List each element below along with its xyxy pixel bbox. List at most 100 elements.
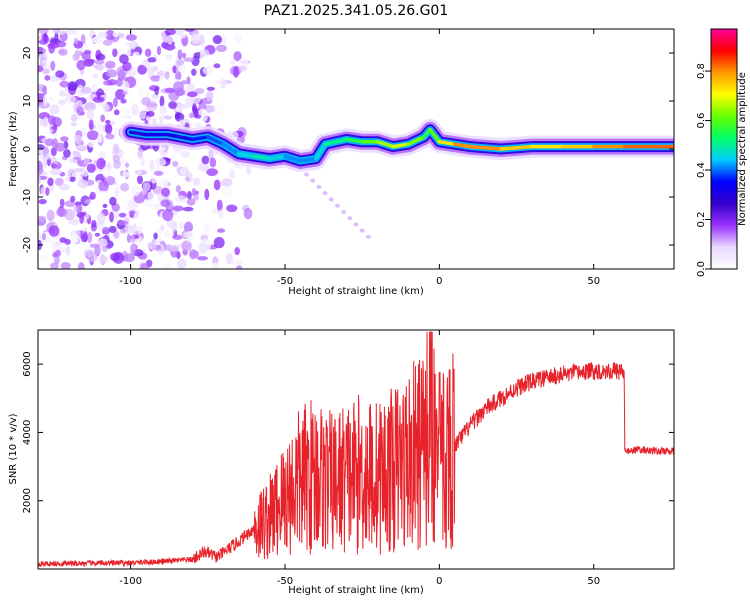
signal-track-segment	[221, 142, 241, 156]
spectrogram-noise-cell	[186, 198, 196, 206]
spectrogram-noise-cell	[68, 158, 78, 164]
spectrogram-noise-cell	[112, 143, 120, 155]
spectrogram-noise-cell	[159, 104, 167, 115]
spectrogram-noise-cell	[139, 75, 146, 82]
y-tick-label: 2000	[22, 488, 33, 513]
signal-track-segment	[298, 156, 318, 163]
spectrogram-noise-cell	[59, 80, 70, 88]
spectrogram-noise-cell	[234, 246, 241, 256]
signal-track-segment	[428, 128, 442, 144]
spectrogram-noise-cell	[365, 234, 371, 239]
spectrogram-noise-cell	[180, 151, 191, 158]
colorbar-tick-label: 0.4	[696, 162, 707, 178]
spectrogram-noise-cell	[58, 48, 68, 56]
spectrogram-noise-cell	[150, 75, 162, 82]
spectrogram-noise-cell	[102, 39, 113, 46]
spectrogram-noise-cell	[120, 182, 130, 192]
spectrogram-noise-cell	[175, 185, 182, 193]
spectrogram-noise-cell	[50, 147, 57, 157]
spectrogram-noise-cell	[112, 31, 120, 38]
spectrogram-noise-cell	[77, 262, 85, 269]
spectrogram-noise-cell	[65, 245, 71, 257]
spectrogram-noise-cell	[159, 115, 164, 124]
spectrogram-noise-cell	[187, 91, 198, 98]
signal-track-segment	[499, 144, 534, 151]
spectrogram-noise-cell	[191, 188, 197, 197]
spectrogram-noise-cell	[72, 232, 78, 243]
y-tick-label: 0	[22, 146, 33, 152]
spectrogram-noise-cell	[174, 29, 185, 36]
spectrogram-y-ticks: -20 -10 0 10 20	[22, 47, 674, 253]
x-tick-label: -50	[277, 576, 293, 587]
spectrogram-noise	[38, 29, 371, 269]
spectrogram-noise-cell	[41, 48, 46, 54]
spectrogram-noise-cell	[114, 187, 120, 197]
x-tick-label: 50	[587, 276, 600, 287]
spectrogram-noise-cell	[146, 241, 157, 250]
spectrogram-noise-cell	[132, 223, 138, 236]
spectrogram-noise-cell	[72, 102, 78, 114]
spectrogram-noise-cell	[196, 194, 206, 200]
spectrogram-noise-cell	[52, 252, 58, 258]
spectrogram-noise-cell	[147, 57, 157, 63]
spectrogram-noise-cell	[189, 264, 195, 269]
spectrogram-noise-cell	[42, 68, 50, 75]
x-tick-label: -50	[277, 276, 293, 287]
signal-track-segment	[406, 135, 426, 146]
signal-track-segment	[375, 140, 395, 149]
spectrogram-noise-cell	[183, 231, 193, 238]
spectrogram-noise-cell	[77, 179, 89, 189]
spectrogram-noise-cell	[41, 60, 48, 67]
spectrogram-noise-cell	[182, 206, 194, 212]
spectrogram-noise-cell	[100, 114, 106, 123]
spectrogram-noise-cell	[100, 255, 109, 264]
spectrogram-noise-cell	[142, 182, 151, 192]
spectrogram-noise-cell	[220, 178, 233, 187]
spectrogram-noise-cell	[64, 103, 74, 115]
spectrogram-noise-cell	[163, 115, 173, 120]
spectrogram-noise-cell	[94, 79, 104, 85]
spectrogram-noise-cell	[67, 81, 78, 92]
spectrogram-noise-cell	[115, 78, 123, 87]
spectrogram-noise-cell	[121, 171, 129, 178]
spectrogram-noise-cell	[164, 87, 175, 94]
spectrogram-noise-cell	[178, 221, 185, 230]
spectrogram-noise-cell	[229, 169, 235, 180]
spectrogram-noise-cell	[140, 189, 148, 196]
spectrogram-noise-cell	[197, 162, 209, 172]
spectrogram-noise-cell	[136, 169, 142, 177]
spectrogram-noise-cell	[192, 177, 201, 186]
spectrogram-noise-cell	[230, 60, 236, 65]
spectrogram-noise-cell	[122, 80, 130, 92]
spectrogram-signal-track	[119, 118, 674, 172]
spectrogram-noise-cell	[172, 160, 179, 167]
spectrogram-noise-cell	[175, 70, 182, 82]
spectrogram-noise-cell	[188, 248, 198, 260]
spectrogram-noise-cell	[80, 34, 86, 45]
spectrogram-noise-cell	[113, 230, 120, 239]
signal-track-segment	[267, 154, 287, 161]
spectrogram-noise-cell	[304, 172, 310, 177]
spectrogram-noise-cell	[125, 34, 137, 41]
spectrogram-noise-cell	[103, 103, 110, 112]
spectrogram-noise-cell	[131, 103, 139, 116]
spectrogram-noise-cell	[69, 176, 76, 183]
spectrogram-noise-cell	[233, 33, 243, 44]
spectrogram-noise-cell	[177, 102, 184, 109]
spectrogram-noise-cell	[159, 95, 165, 108]
spectrogram-noise-cell	[144, 48, 152, 58]
spectrogram-noise-cell	[81, 51, 91, 61]
spectrogram-noise-cell	[341, 209, 347, 214]
spectrogram-noise-cell	[58, 90, 66, 97]
x-tick-label: -100	[119, 276, 142, 287]
spectrogram-noise-cell	[122, 90, 128, 96]
spectrogram-noise-cell	[87, 139, 96, 148]
spectrogram-noise-cell	[203, 222, 211, 232]
spectrogram-noise-cell	[166, 54, 173, 60]
spectrogram-noise-cell	[123, 253, 135, 263]
spectrogram-noise-cell	[120, 98, 127, 104]
spectrogram-noise-cell	[39, 254, 48, 262]
spectrogram-noise-cell	[47, 115, 56, 125]
spectrogram-noise-cell	[199, 34, 205, 46]
